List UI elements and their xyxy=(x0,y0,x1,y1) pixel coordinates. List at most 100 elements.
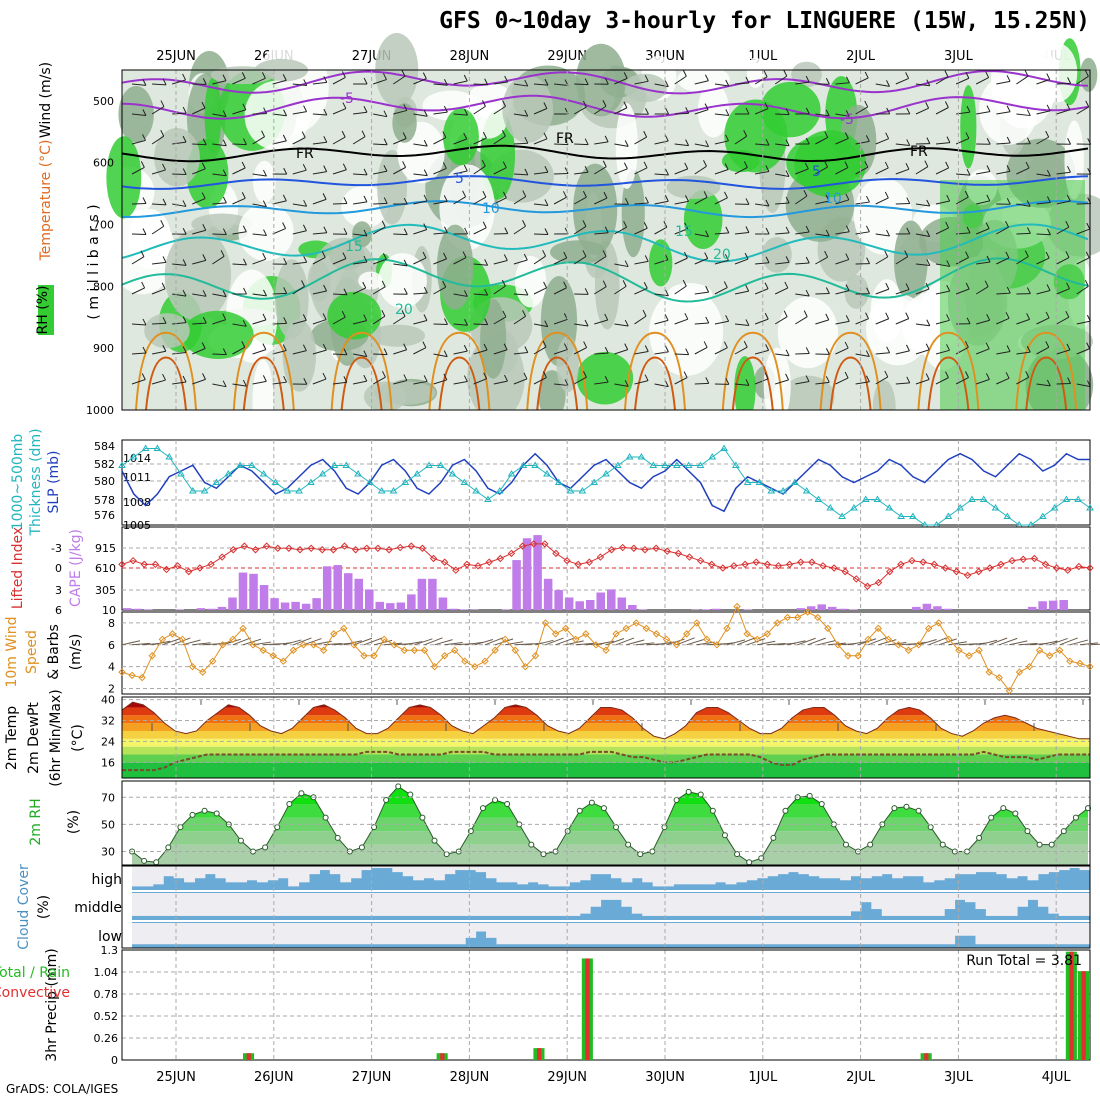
wind-barb xyxy=(252,233,267,237)
wind-barb xyxy=(182,289,187,297)
wind-point xyxy=(1056,646,1064,654)
wind-barb xyxy=(272,113,287,117)
wind-barb xyxy=(292,111,307,115)
cape-bar xyxy=(249,573,258,610)
thickness-point xyxy=(495,487,504,494)
wind-barb xyxy=(582,100,587,108)
wind-barb xyxy=(745,226,750,233)
wind-barb xyxy=(563,343,568,350)
wind-barb xyxy=(1036,202,1051,205)
wind-point xyxy=(803,608,812,616)
wind-barb xyxy=(493,259,508,265)
wind-barb xyxy=(533,233,549,236)
cape-bar xyxy=(312,598,321,610)
wind-barb xyxy=(966,317,971,324)
wind-barb xyxy=(433,200,448,205)
wind-barb xyxy=(734,167,748,175)
wind-barb xyxy=(624,380,629,387)
thickness-point xyxy=(826,504,835,511)
wind-barb xyxy=(361,130,366,137)
slp-tick-label: 1011 xyxy=(123,471,151,484)
cape-bar xyxy=(238,572,248,610)
wind-barb xyxy=(152,261,167,265)
cloud-cell xyxy=(631,923,643,945)
wind-barb xyxy=(1045,341,1050,348)
wind-barb xyxy=(312,290,327,295)
wind-barb xyxy=(996,226,1009,235)
wind-barb xyxy=(1085,251,1090,259)
wind-barb xyxy=(624,319,629,327)
thickness-point xyxy=(377,487,386,494)
cape-axis-label: CAPE (J/kg) xyxy=(68,529,84,607)
wind-barb xyxy=(765,344,770,351)
wind-barb xyxy=(906,107,911,115)
wind-barb xyxy=(372,315,386,325)
wind-barb xyxy=(533,346,547,355)
precip-tick-label: 1.3 xyxy=(101,944,119,957)
wind-barb xyxy=(674,168,688,175)
cloud-cell xyxy=(892,923,904,945)
wind-barb xyxy=(142,197,147,204)
wind-barb xyxy=(363,229,368,237)
cape-bar xyxy=(585,600,595,610)
wind-point xyxy=(219,641,227,649)
wind-barb xyxy=(594,197,608,205)
wind-point xyxy=(632,619,640,627)
cloud-cell xyxy=(1017,893,1029,907)
wind-barb xyxy=(222,638,241,646)
wind-barb xyxy=(976,261,991,265)
wind-barb xyxy=(493,167,507,175)
wind-barb xyxy=(372,226,386,235)
wind-barb xyxy=(243,287,247,295)
wind-barb xyxy=(1016,232,1031,235)
cloud-cell xyxy=(756,893,768,916)
thickness-point xyxy=(779,487,787,494)
wind-barb xyxy=(946,314,950,321)
wind-barb xyxy=(714,232,729,235)
cape-bar xyxy=(417,578,427,610)
li-point xyxy=(630,544,638,552)
cloud-cell xyxy=(985,923,997,945)
wind-barb xyxy=(403,228,408,235)
cloud-cell xyxy=(704,893,716,916)
rh-point xyxy=(625,841,632,848)
wind-barb xyxy=(352,136,366,145)
wind-barb xyxy=(292,169,307,175)
wind-barb xyxy=(393,75,406,85)
li-point xyxy=(129,556,137,565)
thickness-point xyxy=(330,461,339,468)
cloud-cell xyxy=(1058,923,1070,945)
wind-barb xyxy=(301,131,306,138)
wind-point xyxy=(360,652,368,660)
wind-barb xyxy=(422,72,427,79)
wind-barb xyxy=(1046,73,1051,80)
temp-band xyxy=(122,723,1090,731)
li-tick-label: 3 xyxy=(55,584,62,597)
wind-point xyxy=(884,635,893,644)
wind-barb xyxy=(1049,637,1068,646)
wind-barb xyxy=(835,138,849,145)
wind-barb xyxy=(414,638,433,646)
cloud-cell xyxy=(142,866,154,887)
precip-convective-bar xyxy=(1081,971,1086,1060)
wind-barb xyxy=(484,259,489,266)
wind-barb xyxy=(323,136,328,143)
wind-barb xyxy=(1056,226,1070,235)
wind-barb xyxy=(283,287,288,294)
contour-label: FR xyxy=(910,144,928,160)
wind-barb xyxy=(443,373,448,381)
wind-barb xyxy=(463,74,468,82)
wind-barb xyxy=(745,379,750,386)
cloud-cell xyxy=(975,923,987,945)
wind-barb xyxy=(694,233,709,238)
cape-bar xyxy=(796,608,805,610)
wind-barb xyxy=(654,293,669,297)
wind-barb xyxy=(886,346,891,354)
cloud-cell xyxy=(1027,893,1039,900)
wind-barb xyxy=(694,109,709,115)
isotherm-line xyxy=(121,94,1089,120)
wind-barb xyxy=(604,346,609,354)
cloud-cell xyxy=(142,893,154,916)
wind-barb xyxy=(614,383,629,387)
wind-barb xyxy=(443,79,448,86)
